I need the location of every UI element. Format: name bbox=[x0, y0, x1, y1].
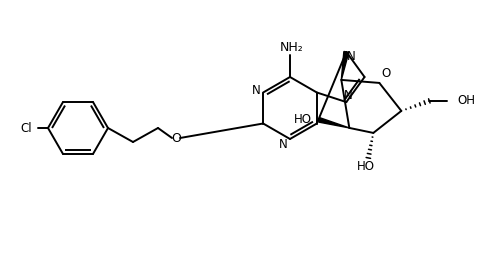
Text: OH: OH bbox=[456, 94, 474, 107]
Text: O: O bbox=[171, 131, 180, 144]
Text: N: N bbox=[278, 137, 287, 150]
Polygon shape bbox=[341, 52, 348, 80]
Text: Cl: Cl bbox=[20, 122, 32, 134]
Text: N: N bbox=[252, 84, 260, 97]
Polygon shape bbox=[318, 118, 349, 128]
Text: HO: HO bbox=[294, 113, 312, 126]
Text: NH₂: NH₂ bbox=[280, 40, 303, 53]
Text: O: O bbox=[381, 68, 390, 80]
Text: N: N bbox=[343, 89, 352, 102]
Text: N: N bbox=[346, 50, 355, 63]
Text: HO: HO bbox=[357, 160, 375, 173]
